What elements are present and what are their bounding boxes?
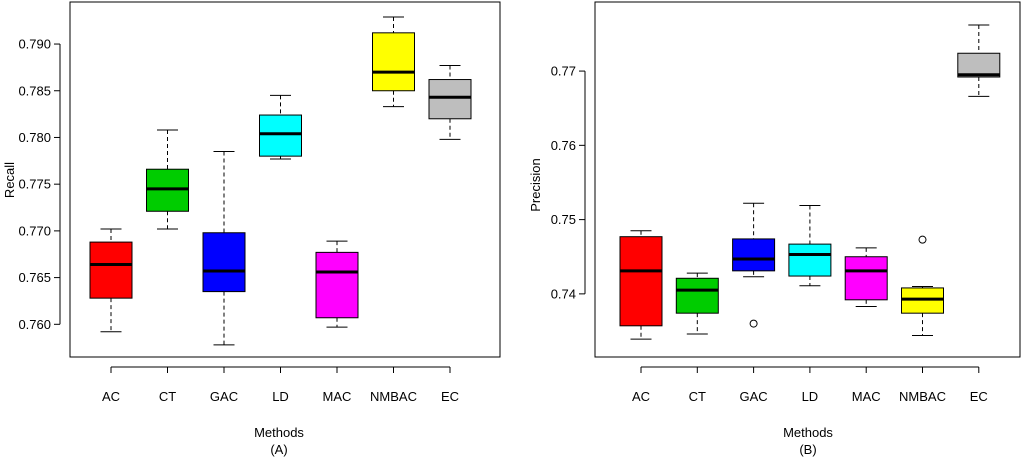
box-ct — [675, 272, 719, 335]
y-tick-label: 0.785 — [18, 83, 51, 98]
outlier-point — [918, 235, 927, 244]
box-gac — [202, 150, 246, 346]
iqr-box — [844, 256, 888, 301]
y-tick-label: 0.770 — [18, 223, 51, 238]
x-tick-label: CT — [689, 389, 706, 404]
box-mac — [844, 247, 888, 307]
box-ld — [259, 94, 302, 160]
x-tick-label: LD — [802, 389, 819, 404]
box-series — [89, 16, 472, 346]
iqr-box — [259, 114, 302, 157]
x-tick-label: LD — [272, 389, 289, 404]
x-tick-label: AC — [632, 389, 650, 404]
y-tick-label: 0.775 — [18, 177, 51, 192]
box-ec — [428, 65, 472, 140]
x-axis-title: Methods — [254, 425, 304, 440]
box-nmbac — [372, 16, 415, 108]
x-tick-label: EC — [970, 389, 988, 404]
box-ac — [89, 228, 133, 333]
y-tick-label: 0.74 — [551, 286, 576, 301]
panel-caption: (B) — [799, 442, 816, 457]
x-tick-label: MAC — [323, 389, 352, 404]
box-nmbac — [901, 235, 944, 336]
iqr-box — [675, 277, 719, 314]
outlier-point — [749, 319, 758, 328]
box-series — [619, 24, 1001, 340]
y-tick-label: 0.75 — [551, 212, 576, 227]
box-mac — [315, 240, 359, 328]
y-axis: 0.74 0.75 0.76 0.77 — [551, 64, 586, 301]
y-tick-label: 0.77 — [551, 64, 576, 79]
x-tick-label: NMBAC — [899, 389, 946, 404]
box-ac — [619, 230, 663, 340]
y-axis-title: Precision — [528, 158, 543, 211]
y-axis: 0.760 0.765 0.770 0.775 0.780 0.785 0.790 — [18, 37, 61, 332]
y-axis-title: Recall — [2, 162, 17, 198]
iqr-box — [957, 52, 1001, 78]
y-tick-label: 0.76 — [551, 138, 576, 153]
iqr-box — [788, 243, 832, 277]
box-ec — [957, 24, 1001, 97]
x-axis: AC CT GAC LD MAC NMBAC EC — [102, 366, 459, 404]
y-tick-label: 0.780 — [18, 130, 51, 145]
x-tick-label: GAC — [210, 389, 238, 404]
x-axis: AC CT GAC LD MAC NMBAC EC — [632, 366, 988, 404]
x-tick-label: MAC — [852, 389, 881, 404]
iqr-box — [89, 241, 133, 299]
panel-b-precision: 0.74 0.75 0.76 0.77 AC CT GAC LD MAC NMBAC EC Pre… — [528, 1, 1021, 457]
iqr-box — [202, 232, 246, 293]
x-tick-label: CT — [159, 389, 176, 404]
iqr-box — [619, 236, 663, 327]
panel-caption: (A) — [270, 442, 287, 457]
box-gac — [732, 202, 776, 328]
iqr-box — [372, 32, 415, 92]
iqr-box — [732, 238, 776, 272]
x-tick-label: AC — [102, 389, 120, 404]
x-tick-label: NMBAC — [370, 389, 417, 404]
iqr-box — [315, 251, 359, 319]
y-tick-label: 0.765 — [18, 270, 51, 285]
plot-frame — [594, 1, 1021, 358]
box-ld — [788, 204, 832, 287]
y-tick-label: 0.790 — [18, 37, 51, 52]
panel-a-recall: 0.760 0.765 0.770 0.775 0.780 0.785 0.790 AC CT… — [2, 1, 501, 457]
box-ct — [146, 129, 189, 230]
x-tick-label: GAC — [740, 389, 768, 404]
x-tick-label: EC — [441, 389, 459, 404]
plot-frame — [69, 1, 501, 358]
x-axis-title: Methods — [783, 425, 833, 440]
y-tick-label: 0.760 — [18, 317, 51, 332]
iqr-box — [428, 79, 472, 120]
